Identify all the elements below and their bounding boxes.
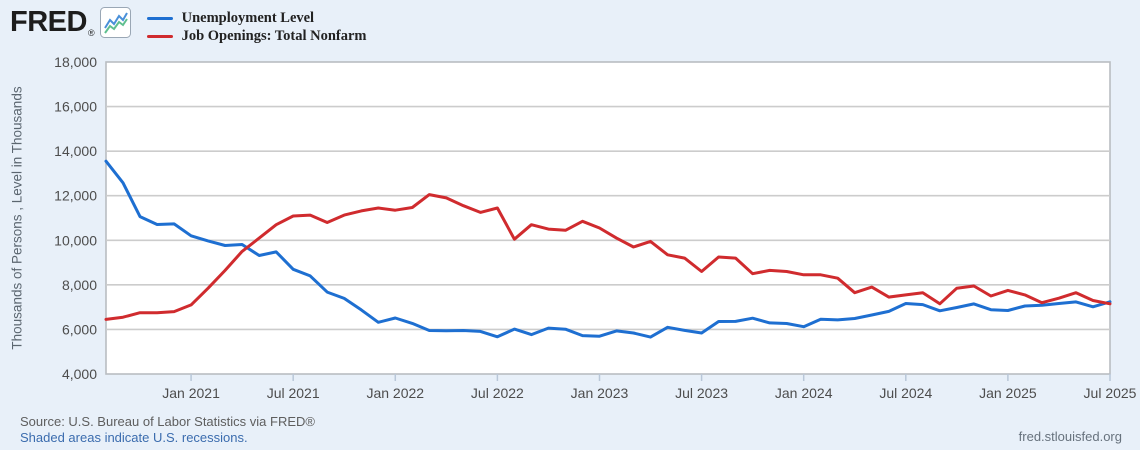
legend-item-job-openings: Job Openings: Total Nonfarm xyxy=(146,27,367,45)
x-tick-label: Jul 2025 xyxy=(1084,385,1137,401)
y-tick-label: 18,000 xyxy=(54,54,97,70)
legend-line-blue xyxy=(146,16,173,20)
x-tick-label: Jul 2023 xyxy=(675,385,728,401)
legend-item-unemployment: Unemployment Level xyxy=(146,9,367,27)
y-tick-label: 10,000 xyxy=(54,232,97,248)
chart-legend: Unemployment Level Job Openings: Total N… xyxy=(146,7,367,45)
chart-footer: Source: U.S. Bureau of Labor Statistics … xyxy=(20,414,315,446)
legend-label-unemployment: Unemployment Level xyxy=(181,9,315,26)
x-tick-label: Jul 2024 xyxy=(879,385,932,401)
fred-logo-text: FRED xyxy=(10,6,87,38)
legend-label-job-openings: Job Openings: Total Nonfarm xyxy=(181,27,367,44)
x-tick-label: Jul 2022 xyxy=(471,385,524,401)
legend-line-red xyxy=(146,34,173,38)
registered-mark: ® xyxy=(87,28,95,38)
y-tick-label: 12,000 xyxy=(54,188,97,204)
y-tick-label: 4,000 xyxy=(62,366,97,382)
x-tick-label: Jan 2024 xyxy=(775,385,833,401)
y-tick-label: 6,000 xyxy=(62,321,97,337)
y-axis-title: Thousands of Persons , Level in Thousand… xyxy=(9,86,25,350)
plot-area[interactable] xyxy=(105,61,1111,375)
chart-header: FRED ® Unemployment Level Job Openings: … xyxy=(10,7,367,45)
x-tick-label: Jul 2021 xyxy=(267,385,320,401)
x-tick-label: Jan 2021 xyxy=(162,385,220,401)
series-line-unemployment xyxy=(104,159,1112,339)
x-tick-label: Jan 2022 xyxy=(366,385,424,401)
fred-chart-icon xyxy=(99,7,131,38)
fred-logo[interactable]: FRED ® xyxy=(10,7,131,38)
site-link[interactable]: fred.stlouisfed.org xyxy=(1018,429,1122,444)
y-tick-label: 14,000 xyxy=(54,143,97,159)
series-line-job-openings xyxy=(104,193,1112,321)
source-text: Source: U.S. Bureau of Labor Statistics … xyxy=(20,414,315,429)
recession-note-link[interactable]: Shaded areas indicate U.S. recessions. xyxy=(20,430,248,445)
y-tick-label: 8,000 xyxy=(62,277,97,293)
y-tick-label: 16,000 xyxy=(54,99,97,115)
x-tick-label: Jan 2025 xyxy=(979,385,1037,401)
x-tick-label: Jan 2023 xyxy=(571,385,629,401)
